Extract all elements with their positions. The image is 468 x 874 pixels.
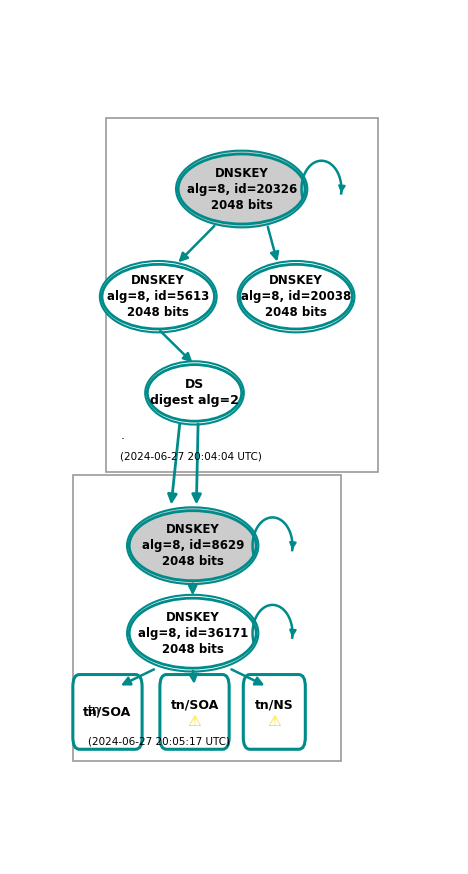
Ellipse shape: [129, 598, 256, 668]
Text: tn/SOA: tn/SOA: [83, 705, 132, 718]
Ellipse shape: [102, 264, 214, 329]
Ellipse shape: [240, 264, 352, 329]
Text: tn: tn: [88, 704, 100, 717]
FancyBboxPatch shape: [73, 475, 342, 761]
Text: tn/NS: tn/NS: [255, 699, 294, 711]
Ellipse shape: [147, 364, 241, 421]
FancyBboxPatch shape: [160, 675, 229, 749]
FancyBboxPatch shape: [73, 675, 142, 749]
Ellipse shape: [127, 595, 258, 671]
Text: tn/SOA: tn/SOA: [170, 699, 219, 711]
Ellipse shape: [176, 150, 307, 227]
Ellipse shape: [238, 261, 354, 332]
Text: DNSKEY
alg=8, id=20038
2048 bits: DNSKEY alg=8, id=20038 2048 bits: [241, 274, 351, 319]
Text: DNSKEY
alg=8, id=5613
2048 bits: DNSKEY alg=8, id=5613 2048 bits: [107, 274, 209, 319]
Ellipse shape: [145, 361, 244, 425]
FancyBboxPatch shape: [243, 675, 305, 749]
Text: ⚠: ⚠: [188, 713, 201, 729]
Text: (2024-06-27 20:04:04 UTC): (2024-06-27 20:04:04 UTC): [120, 452, 262, 461]
Text: .: .: [120, 429, 124, 442]
Ellipse shape: [178, 154, 305, 224]
Ellipse shape: [100, 261, 217, 332]
Text: DNSKEY
alg=8, id=20326
2048 bits: DNSKEY alg=8, id=20326 2048 bits: [187, 167, 297, 212]
Text: DS
digest alg=2: DS digest alg=2: [150, 378, 239, 407]
Text: ⚠: ⚠: [268, 713, 281, 729]
Ellipse shape: [129, 510, 256, 580]
Text: DNSKEY
alg=8, id=8629
2048 bits: DNSKEY alg=8, id=8629 2048 bits: [141, 524, 244, 568]
Text: DNSKEY
alg=8, id=36171
2048 bits: DNSKEY alg=8, id=36171 2048 bits: [138, 611, 248, 656]
Text: (2024-06-27 20:05:17 UTC): (2024-06-27 20:05:17 UTC): [88, 736, 229, 746]
FancyBboxPatch shape: [106, 118, 378, 472]
Ellipse shape: [127, 507, 258, 584]
